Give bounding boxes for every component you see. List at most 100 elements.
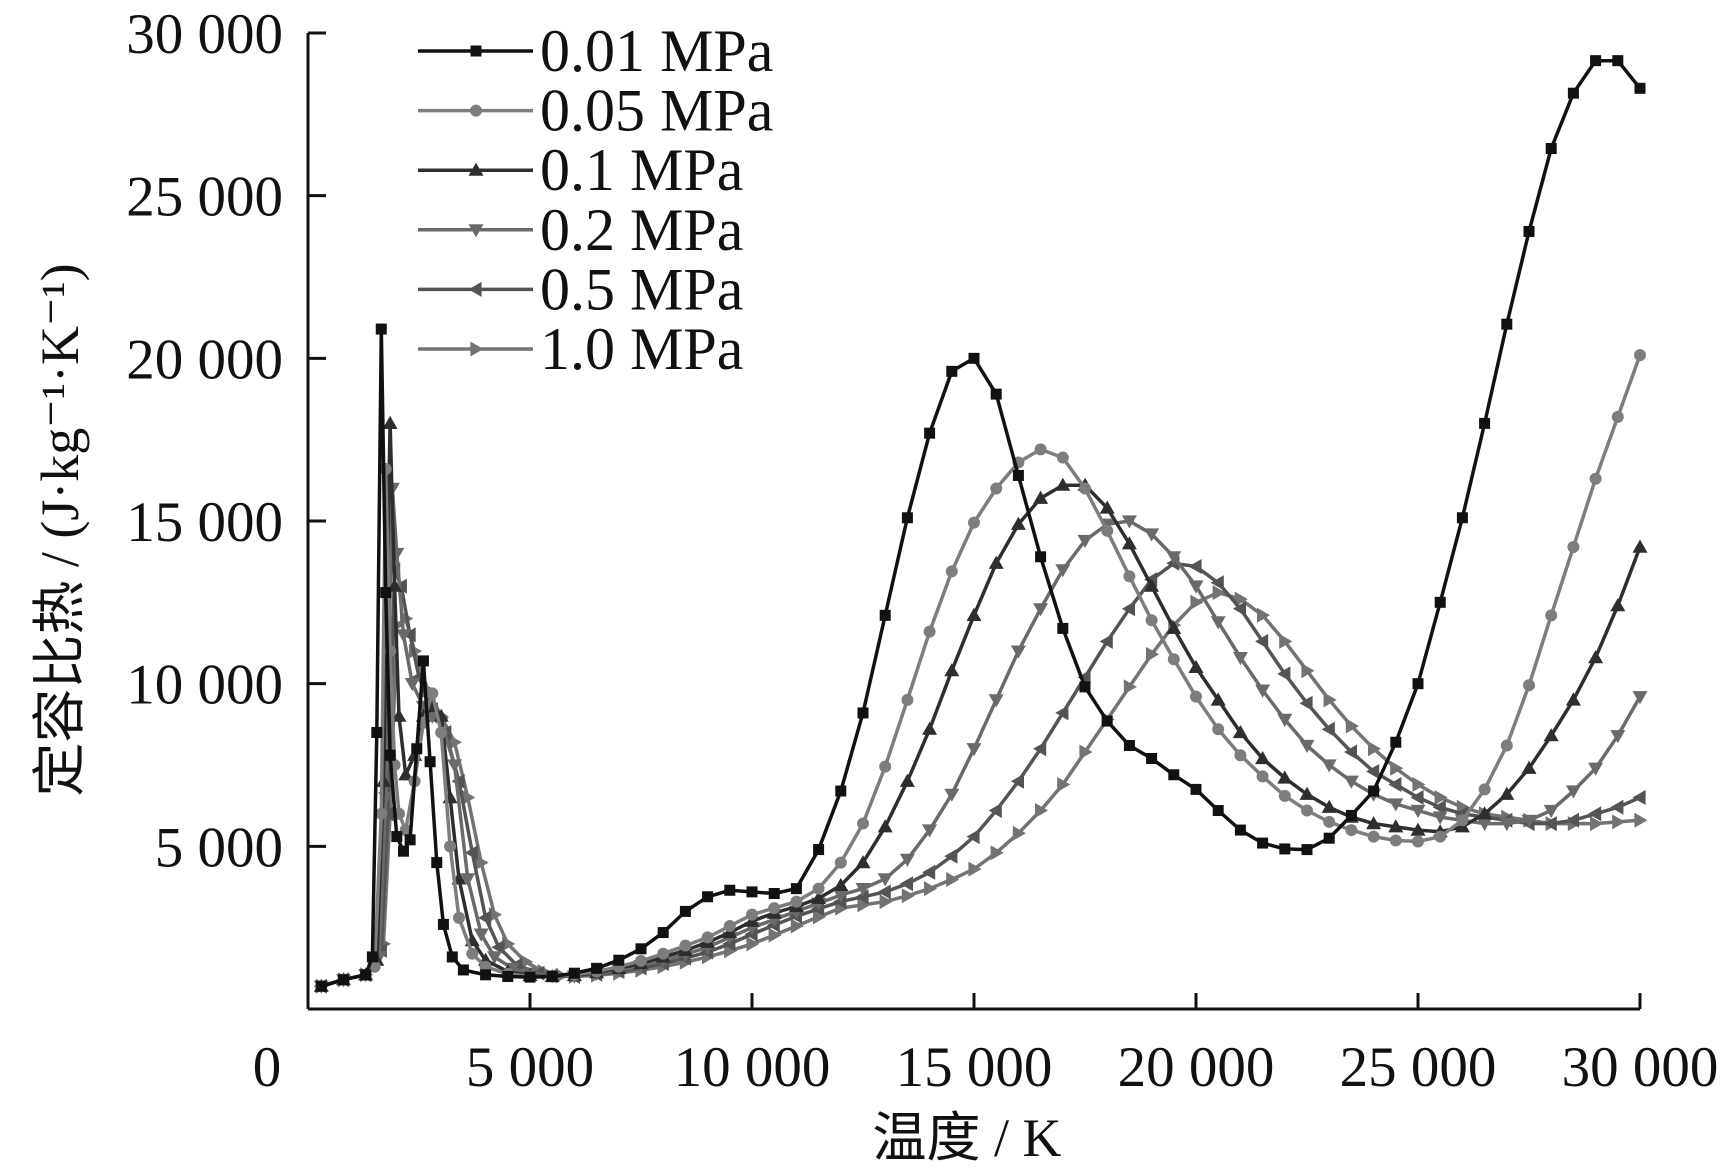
series-4-point (1166, 551, 1182, 565)
series-5-point (1610, 799, 1624, 815)
series-4-point (1588, 762, 1604, 776)
series-4-point (1432, 811, 1448, 825)
series-3-point (1565, 692, 1581, 706)
series-1-point (1279, 843, 1291, 855)
series-2-point (1389, 834, 1402, 847)
series-5-point (1210, 575, 1224, 591)
series-4-point (1077, 534, 1093, 548)
series-6 (315, 585, 1648, 994)
x-tick-label: 30 000 (1562, 1036, 1719, 1099)
series-5-point (988, 803, 1002, 818)
series-1-point (1168, 769, 1180, 781)
series-1-point (1434, 596, 1446, 608)
series-1-point (391, 831, 403, 843)
legend-marker (470, 45, 482, 57)
series-3-point (1144, 578, 1160, 592)
series-2 (315, 349, 1646, 993)
series-1-point (1412, 678, 1424, 690)
series-1-point (835, 785, 847, 797)
series-1-point (457, 964, 469, 976)
series-4-point (1055, 564, 1071, 578)
series-1-point (315, 980, 327, 992)
series-3-point (811, 890, 827, 904)
series-5 (313, 555, 1646, 994)
series-1-point (679, 905, 691, 917)
series-4-point (396, 629, 411, 643)
series-2-point (1190, 690, 1202, 703)
series-1-point (1212, 805, 1224, 817)
series-3-point (1099, 500, 1115, 514)
series-6-point (502, 936, 516, 952)
series-5-point (855, 889, 869, 905)
y-tick-label: 10 000 (126, 654, 283, 717)
series-1-point (1590, 55, 1602, 67)
legend-marker (468, 162, 484, 176)
series-2-point (1589, 472, 1602, 485)
series-1-point (1634, 82, 1646, 94)
series-2-point (426, 687, 439, 700)
series-5-point (1543, 816, 1557, 832)
series-2-point (1079, 482, 1091, 495)
series-4-point (1610, 730, 1626, 744)
series-5-point (1432, 799, 1446, 815)
series-4-point (404, 678, 420, 692)
series-3-point (1321, 799, 1337, 813)
series-1-point (1301, 844, 1313, 856)
series-4-point (1255, 684, 1271, 698)
series-1-point (1523, 225, 1535, 237)
series-3-point (1033, 490, 1049, 504)
series-2-point (1345, 824, 1358, 837)
legend-marker (468, 224, 484, 238)
series-2-point (1056, 451, 1069, 464)
series-6-point (724, 943, 738, 959)
series-3-point (855, 855, 871, 869)
legend-label: 0.1 MPa (540, 137, 743, 203)
series-4-point (1477, 817, 1493, 832)
series-3-point (944, 663, 960, 677)
series-2-point (375, 807, 388, 820)
series-1-point (768, 888, 780, 900)
series-1-point (1390, 736, 1402, 748)
legend-label: 0.2 MPa (540, 197, 743, 263)
legend-item: 0.5 MPa (418, 256, 743, 322)
series-2-point (1523, 679, 1535, 692)
series-2-point (790, 895, 803, 908)
series-2-point (435, 726, 448, 739)
x-tick-label: 15 000 (896, 1036, 1053, 1099)
series-2-point (901, 693, 914, 706)
series-1-point (591, 962, 603, 974)
series-1-point (360, 969, 372, 981)
series-1-point (371, 726, 383, 738)
series-1-point (657, 927, 669, 939)
series-1-point (901, 512, 913, 524)
series-4-point (966, 743, 982, 757)
series-5-point (966, 829, 980, 845)
series-2-point (990, 482, 1003, 495)
series-1-point (990, 388, 1002, 400)
series-5-point (1588, 806, 1602, 822)
legend-item: 0.05 MPa (418, 78, 773, 144)
series-line-3 (319, 421, 1642, 988)
x-tick-label: 5 000 (466, 1036, 594, 1099)
series-5-point (877, 884, 891, 900)
series-1-point (702, 891, 714, 903)
series-4-point (1299, 739, 1315, 753)
series-3 (313, 415, 1648, 992)
series-1-point (411, 743, 423, 755)
series-1 (315, 55, 1646, 992)
series-3-point (1299, 786, 1315, 800)
series-3-point (1010, 516, 1026, 530)
series-1-point (1146, 752, 1158, 764)
origin-tick-label: 0 (253, 1036, 282, 1099)
series-4-point (855, 883, 871, 897)
series-layer (313, 55, 1648, 994)
series-6-point (879, 894, 893, 910)
series-4-point (1499, 817, 1515, 832)
series-6-point (1012, 825, 1026, 841)
series-2-point (452, 911, 465, 924)
series-1-point (635, 943, 647, 955)
series-1-point (397, 845, 409, 857)
series-6-point (1434, 790, 1448, 805)
